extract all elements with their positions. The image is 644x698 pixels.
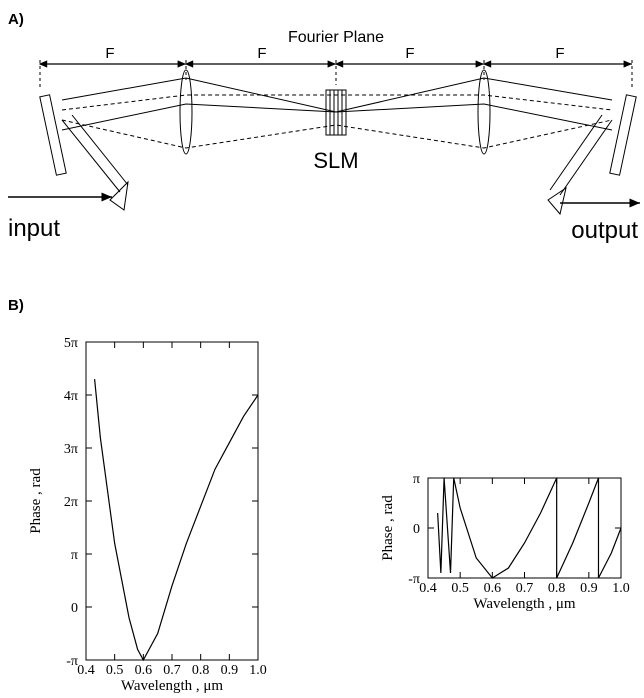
panel-a-diagram: A) Fourier Plane F F F F SLM input outpu… <box>8 11 640 244</box>
x-tick-label: 0.5 <box>451 581 469 596</box>
x-tick-label: 0.9 <box>580 581 598 596</box>
panel-label: B) <box>8 297 24 314</box>
span-label: F <box>555 45 564 62</box>
span-label: F <box>105 45 114 62</box>
slm-label: SLM <box>313 148 358 173</box>
x-tick-label: 1.0 <box>612 581 630 596</box>
beams <box>61 77 613 196</box>
data-line <box>94 379 259 662</box>
span-label: F <box>257 45 266 62</box>
x-axis-label: Wavelength , μm <box>121 678 224 694</box>
slm-device <box>325 89 347 136</box>
x-tick-label: 1.0 <box>249 663 267 678</box>
y-tick-label: 2π <box>64 495 78 510</box>
y-tick-label: 0 <box>413 522 420 537</box>
y-tick-label: 0 <box>71 601 78 616</box>
chart: 0.4 0.5 0.6 0.7 0.8 0.9 1.0 -π 0 π Wavelength , μm… <box>380 472 630 612</box>
data-line <box>437 477 622 579</box>
x-tick-label: 0.9 <box>221 663 239 678</box>
plot-frame <box>85 341 259 661</box>
output-label: output <box>571 217 638 244</box>
lens <box>179 69 193 155</box>
mirror <box>547 186 567 216</box>
x-tick-label: 0.8 <box>192 663 210 678</box>
input-label: input <box>8 215 60 242</box>
x-tick-label: 0.4 <box>419 581 437 596</box>
lens <box>477 69 491 155</box>
x-tick-label: 0.7 <box>516 581 534 596</box>
y-tick-label: π <box>71 548 78 563</box>
y-tick-label: π <box>413 472 420 487</box>
y-tick-label: 5π <box>64 336 78 351</box>
y-tick-label: 3π <box>64 442 78 457</box>
grating <box>39 94 67 176</box>
x-axis-label: Wavelength , μm <box>473 596 576 612</box>
x-tick-label: 0.4 <box>77 663 95 678</box>
chart: 0.4 0.5 0.6 0.7 0.8 0.9 1.0 -π 0 π 2π 3π 4π 5π Wavelen… <box>28 336 267 694</box>
x-tick-label: 0.6 <box>484 581 502 596</box>
diagram-title: Fourier Plane <box>288 29 384 46</box>
x-tick-label: 0.5 <box>106 663 124 678</box>
y-axis-label: Phase , rad <box>28 468 44 534</box>
panel-label: A) <box>8 11 24 28</box>
mirror <box>109 180 129 211</box>
grating <box>609 94 637 176</box>
y-axis-label: Phase , rad <box>380 495 396 561</box>
span-label: F <box>405 45 414 62</box>
y-tick-label: -π <box>408 572 420 587</box>
y-tick-label: -π <box>66 654 78 669</box>
y-tick-label: 4π <box>64 389 78 404</box>
x-tick-label: 0.6 <box>135 663 153 678</box>
x-tick-label: 0.8 <box>548 581 566 596</box>
x-tick-label: 0.7 <box>163 663 181 678</box>
